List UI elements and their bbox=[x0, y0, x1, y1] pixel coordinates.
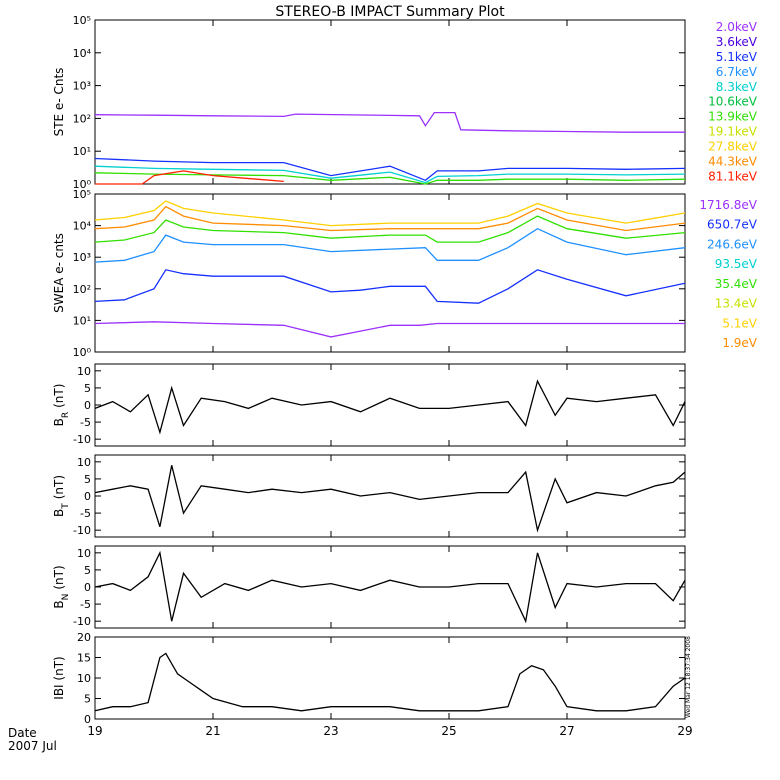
x-tick-label: 27 bbox=[559, 724, 574, 738]
date-sub-label: 2007 Jul bbox=[8, 739, 57, 753]
series-line-35.4eV bbox=[94, 215, 686, 243]
legend-entry: 13.9keV bbox=[708, 110, 758, 124]
series-line-246.6eV bbox=[94, 227, 686, 263]
series-line-BT bbox=[94, 465, 686, 533]
plot-title: STEREO-B IMPACT Summary Plot bbox=[275, 4, 505, 20]
y-tick-label: 10² bbox=[73, 112, 91, 125]
legend-entry: 13.4eV bbox=[715, 297, 758, 311]
y-axis-label: BR(nT) bbox=[52, 384, 71, 427]
y-tick-label: 0 bbox=[84, 581, 91, 594]
panel-bt: -10 -5 0 5 10 BT(nT) bbox=[52, 454, 686, 538]
y-tick-label: -10 bbox=[73, 524, 91, 537]
y-axis-label: SWEA e- cnts bbox=[52, 233, 66, 313]
series-line-1716.8eV bbox=[94, 321, 685, 338]
legend-entry: 8.3keV bbox=[716, 80, 758, 94]
y-tick-label: 0 bbox=[84, 713, 91, 726]
series-line-5.1eV bbox=[94, 200, 686, 227]
panel-br: -10 -5 0 5 10 BR(nT) bbox=[52, 363, 686, 447]
x-tick-label: 29 bbox=[677, 724, 692, 738]
series-line-1.9eV bbox=[94, 205, 686, 232]
legend-entry: 81.1keV bbox=[708, 169, 758, 183]
y-tick-label: 10 bbox=[77, 456, 91, 469]
legend-entry: 1.9eV bbox=[722, 336, 757, 350]
panel-frame bbox=[94, 19, 686, 185]
y-tick-label: 5 bbox=[84, 693, 91, 706]
legend-entry: 93.5eV bbox=[715, 257, 758, 271]
y-tick-label: 10 bbox=[77, 672, 91, 685]
y-axis-label: BN(nT) bbox=[52, 565, 71, 608]
y-tick-label: 10⁰ bbox=[73, 346, 92, 359]
series-line-5.1keV bbox=[94, 157, 686, 182]
panel-frame bbox=[94, 454, 686, 538]
legend-entry: 1716.8eV bbox=[699, 198, 757, 212]
legend-entry: 10.6keV bbox=[708, 95, 758, 109]
panel-frame bbox=[94, 363, 686, 447]
y-axis-label: STE e- Cnts bbox=[52, 68, 66, 137]
y-tick-label: -5 bbox=[80, 416, 91, 429]
panel-swea: 10⁰ 10¹ 10² 10³ 10⁴ 10⁵ SWEA e- cnts 1716.8eV 65… bbox=[52, 188, 758, 359]
y-tick-label: 5 bbox=[84, 473, 91, 486]
y-tick-label: 20 bbox=[77, 631, 91, 644]
y-tick-label: 10³ bbox=[73, 80, 91, 93]
series-line-81.1keV bbox=[95, 170, 284, 185]
y-axis-label: BT(nT) bbox=[52, 475, 71, 517]
legend-entry: 650.7eV bbox=[707, 218, 758, 232]
panel-bmag: 0 5 10 15 20 IBI (nT) 19 21 23 25 27 29 bbox=[52, 631, 693, 738]
panel-frame bbox=[94, 193, 686, 353]
y-tick-label: 15 bbox=[77, 652, 91, 665]
series-line-B bbox=[94, 652, 686, 712]
series-line-2.0keV bbox=[94, 111, 685, 133]
legend-entry: 27.8keV bbox=[708, 139, 758, 153]
series-line-650.7eV bbox=[94, 269, 686, 304]
y-tick-label: -10 bbox=[73, 433, 91, 446]
y-tick-label: 10 bbox=[77, 365, 91, 378]
panel-ste: 10⁰ 10¹ 10² 10³ 10⁴ 10⁵ STE e- Cnts 2.0keV3.6ke… bbox=[52, 14, 758, 191]
legend-entry: 246.6eV bbox=[707, 237, 758, 251]
y-tick-label: 10⁴ bbox=[73, 220, 92, 233]
series-line-13.9keV bbox=[94, 172, 686, 185]
x-tick-label: 23 bbox=[323, 724, 338, 738]
y-tick-label: -10 bbox=[73, 615, 91, 628]
y-tick-label: 5 bbox=[84, 382, 91, 395]
legend-entry: 19.1keV bbox=[708, 125, 758, 139]
y-tick-label: -5 bbox=[80, 598, 91, 611]
y-tick-label: 10 bbox=[77, 547, 91, 560]
y-tick-label: 0 bbox=[84, 490, 91, 503]
y-tick-label: 5 bbox=[84, 564, 91, 577]
legend-entry: 44.3keV bbox=[708, 154, 758, 168]
legend-entry: 35.4eV bbox=[715, 277, 758, 291]
legend-entry: 3.6keV bbox=[716, 35, 758, 49]
panel-bn: -10 -5 0 5 10 BN(nT) bbox=[52, 545, 686, 629]
legend-entry: 5.1keV bbox=[716, 50, 758, 64]
x-tick-label: 21 bbox=[205, 724, 220, 738]
legend-entry: 5.1eV bbox=[722, 316, 757, 330]
y-tick-label: 0 bbox=[84, 399, 91, 412]
series-line-8.3keV bbox=[94, 165, 686, 184]
x-tick-label: 19 bbox=[87, 724, 102, 738]
x-tick-label: 25 bbox=[441, 724, 456, 738]
y-tick-label: 10³ bbox=[73, 251, 91, 264]
y-tick-label: 10¹ bbox=[73, 145, 91, 158]
y-axis-label: IBI (nT) bbox=[52, 656, 66, 699]
timestamp: Wed Mar 12 18:37:34 2008 bbox=[685, 636, 692, 718]
y-tick-label: 10⁴ bbox=[73, 47, 92, 60]
y-tick-label: 10⁵ bbox=[73, 14, 91, 27]
legend-entry: 6.7keV bbox=[716, 65, 758, 79]
series-line-BN bbox=[94, 550, 686, 624]
series-line-BR bbox=[94, 379, 686, 435]
legend-entry: 2.0keV bbox=[716, 20, 758, 34]
y-tick-label: 10⁰ bbox=[73, 178, 92, 191]
y-tick-label: -5 bbox=[80, 507, 91, 520]
y-tick-label: 10⁵ bbox=[73, 188, 91, 201]
y-tick-label: 10¹ bbox=[73, 314, 91, 327]
y-tick-label: 10² bbox=[73, 283, 91, 296]
date-label: Date bbox=[8, 726, 37, 740]
